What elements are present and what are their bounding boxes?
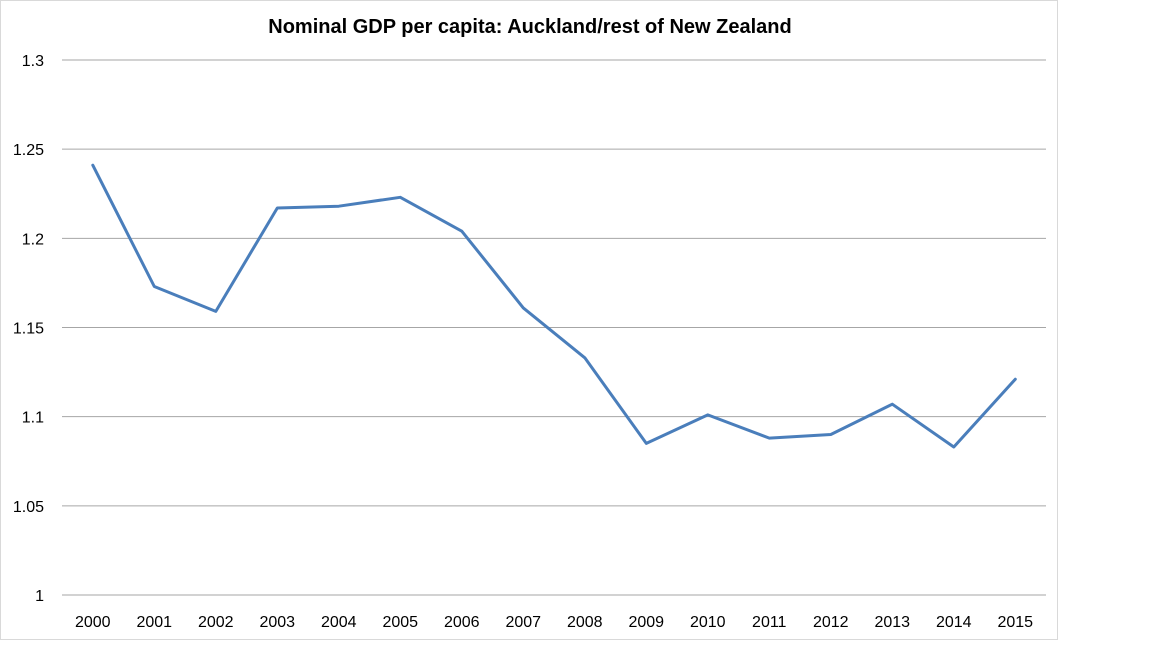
y-tick-label: 1.2: [22, 231, 44, 248]
x-tick-label: 2013: [874, 614, 910, 631]
y-tick-label: 1: [35, 588, 44, 605]
series-line: [91, 163, 1017, 449]
x-tick-label: 2005: [382, 614, 418, 631]
x-tick-label: 2010: [690, 614, 726, 631]
y-tick-label: 1.3: [22, 53, 44, 70]
series-group: [91, 163, 1017, 449]
x-tick-label: 2006: [444, 614, 480, 631]
x-tick-label: 2012: [813, 614, 849, 631]
x-tick-label: 2000: [75, 614, 111, 631]
x-tick-label: 2014: [936, 614, 972, 631]
y-axis-tick-labels: 1 1.05 1.1 1.15 1.2 1.25 1.3: [13, 53, 44, 605]
x-tick-label: 2002: [198, 614, 234, 631]
chart-frame: [0, 0, 1058, 640]
gridlines: [62, 59, 1046, 596]
x-axis-tick-labels: 2000 2001 2002 2003 2004 2005 2006 2007 2008 2009…: [75, 614, 1033, 631]
x-tick-label: 2011: [752, 614, 787, 631]
x-tick-label: 2009: [628, 614, 664, 631]
x-tick-label: 2001: [136, 614, 172, 631]
x-tick-label: 2008: [567, 614, 603, 631]
x-tick-label: 2007: [505, 614, 541, 631]
y-tick-label: 1.25: [13, 142, 44, 159]
y-tick-label: 1.15: [13, 321, 44, 338]
x-tick-label: 2015: [997, 614, 1033, 631]
x-tick-label: 2004: [321, 614, 357, 631]
y-tick-label: 1.1: [22, 410, 44, 427]
y-tick-label: 1.05: [13, 499, 44, 516]
chart-title: Nominal GDP per capita: Auckland/rest of…: [268, 16, 791, 38]
x-tick-label: 2003: [259, 614, 295, 631]
